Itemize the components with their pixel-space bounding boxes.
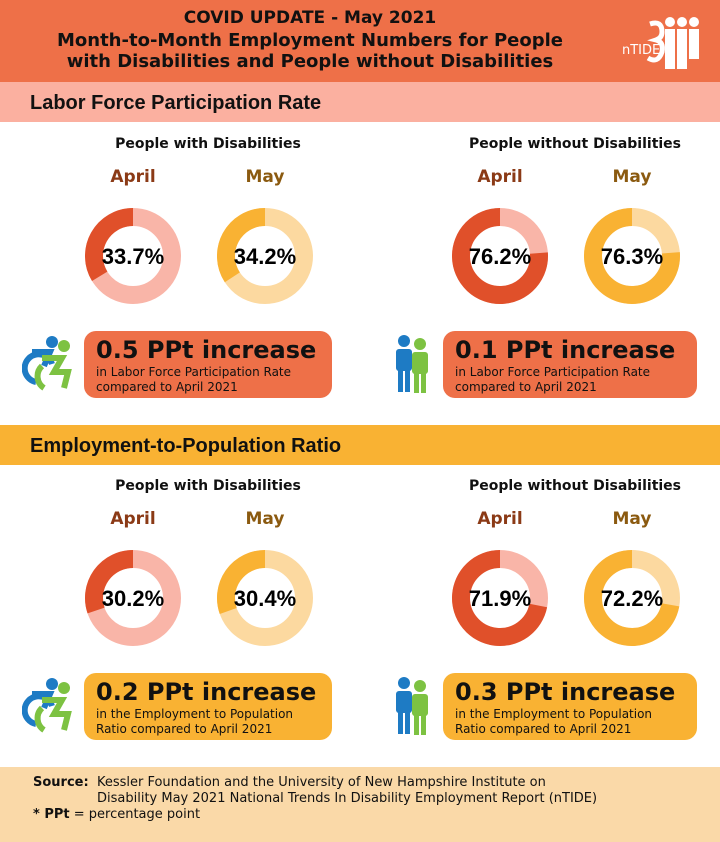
wheelchair-icon <box>22 336 72 391</box>
source-label: Source: <box>33 775 89 790</box>
change-desc-1: in Labor Force Participation Rate <box>96 365 292 379</box>
change-desc-1: in the Employment to Population <box>96 707 294 721</box>
change-callout: 0.1 PPt increase in Labor Force Participa… <box>443 331 697 398</box>
group-label: People with Disabilities <box>115 136 301 152</box>
may-percent: 72.2% <box>601 586 663 611</box>
april-donut-value-arc <box>452 550 548 646</box>
title-line-1: Month-to-Month Employment Numbers for Pe… <box>56 30 563 51</box>
april-donut: 33.7% <box>85 208 181 304</box>
april-percent: 33.7% <box>102 244 164 269</box>
ntide-logo: nTIDE <box>622 17 699 69</box>
may-label: May <box>612 167 652 187</box>
may-donut: 72.2% <box>584 550 680 646</box>
note-label: * PPt <box>33 807 70 822</box>
change-desc-2: compared to April 2021 <box>455 380 597 394</box>
change-value: 0.5 PPt increase <box>96 336 317 364</box>
may-percent: 34.2% <box>234 244 296 269</box>
svg-text:nTIDE: nTIDE <box>622 43 660 58</box>
april-donut: 76.2% <box>452 208 548 304</box>
change-value: 0.2 PPt increase <box>96 678 317 706</box>
may-donut-value-arc <box>217 208 266 283</box>
change-value: 0.1 PPt increase <box>455 336 676 364</box>
header: COVID UPDATE - May 2021 Month-to-Month E… <box>0 0 720 82</box>
may-percent: 76.3% <box>601 244 663 269</box>
change-callout: 0.2 PPt increase in the Employment to Pop… <box>84 673 332 740</box>
may-donut-value-arc <box>584 208 680 304</box>
april-label: April <box>110 509 156 529</box>
may-donut: 30.4% <box>217 550 313 646</box>
april-donut: 30.2% <box>85 550 181 646</box>
april-donut-value-arc <box>85 550 134 614</box>
wheelchair-icon <box>22 678 72 733</box>
april-label: April <box>110 167 156 187</box>
title-line-2: with Disabilities and People without Dis… <box>66 51 554 72</box>
may-label: May <box>245 167 285 187</box>
source-text-2: Disability May 2021 National Trends In D… <box>97 791 598 806</box>
people-icon <box>396 677 428 735</box>
change-desc-2: Ratio compared to April 2021 <box>96 722 273 736</box>
group-label: People without Disabilities <box>468 478 682 494</box>
may-label: May <box>612 509 652 529</box>
april-label: April <box>477 509 523 529</box>
section-title-lfpr: Labor Force Participation Rate <box>0 82 720 122</box>
april-donut-value-arc <box>452 208 548 304</box>
april-label: April <box>477 167 523 187</box>
group-label: People with Disabilities <box>115 478 301 494</box>
may-donut: 76.3% <box>584 208 680 304</box>
page-title: Month-to-Month Employment Numbers for Pe… <box>0 30 620 72</box>
may-donut-value-arc <box>584 550 680 646</box>
april-donut: 71.9% <box>452 550 548 646</box>
source-text-1: Kessler Foundation and the University of… <box>96 775 546 790</box>
group-label: People without Disabilities <box>468 136 682 152</box>
may-donut-value-arc <box>217 550 266 614</box>
may-label: May <box>245 509 285 529</box>
change-callout: 0.5 PPt increase in Labor Force Participa… <box>84 331 332 398</box>
header-kicker: COVID UPDATE - May 2021 <box>183 8 437 28</box>
change-desc-1: in Labor Force Participation Rate <box>455 365 651 379</box>
note-text: = percentage point <box>69 807 201 822</box>
people-icon <box>396 335 428 393</box>
change-callout: 0.3 PPt increase in the Employment to Pop… <box>443 673 697 740</box>
source-footer: Source: Kessler Foundation and the Unive… <box>0 767 720 842</box>
may-percent: 30.4% <box>234 586 296 611</box>
change-value: 0.3 PPt increase <box>455 678 676 706</box>
change-desc-2: compared to April 2021 <box>96 380 238 394</box>
change-desc-2: Ratio compared to April 2021 <box>455 722 632 736</box>
may-donut: 34.2% <box>217 208 313 304</box>
april-donut-value-arc <box>85 208 134 281</box>
april-percent: 71.9% <box>469 586 531 611</box>
section-title-epop: Employment-to-Population Ratio <box>0 425 720 465</box>
april-percent: 76.2% <box>469 244 531 269</box>
change-desc-1: in the Employment to Population <box>455 707 653 721</box>
april-percent: 30.2% <box>102 586 164 611</box>
